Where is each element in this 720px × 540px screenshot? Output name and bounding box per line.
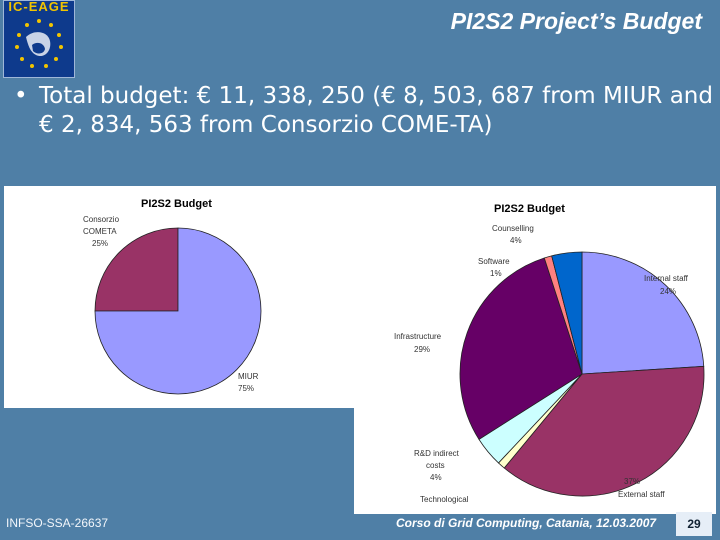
- footer-project-code: INFSO-SSA-26637: [6, 516, 109, 530]
- chart-panel-left: PI2S2 Budget Consorzio COMETA 25% MIUR 7…: [4, 186, 354, 408]
- pie-right-slices: [459, 251, 705, 497]
- pie-slice-infrastructure: [459, 257, 583, 440]
- slice-value-rd: 4%: [430, 473, 442, 482]
- eu-flag-logo-icon: [15, 19, 63, 68]
- slice-label-technological: Technological: [420, 495, 469, 504]
- slice-label-infrastructure: Infrastructure: [394, 332, 442, 341]
- bullet-item: • Total budget: € 11, 338, 250 (€ 8, 503…: [14, 82, 714, 140]
- pie-slice-external-staff: [503, 365, 705, 497]
- footer-course-info: Corso di Grid Computing, Catania, 12.03.…: [396, 516, 657, 530]
- pie-slice-miur: [94, 227, 262, 395]
- pie-slice-internal-staff: [581, 251, 705, 375]
- slice-label-cometa-line2: COMETA: [83, 227, 117, 236]
- chart-panel-right: PI2S2 Budget Counselling 4% Software 1% …: [354, 186, 716, 514]
- logo-text: IC-EAGE: [8, 0, 70, 14]
- bullet-text: Total budget: € 11, 338, 250 (€ 8, 503, …: [39, 83, 713, 138]
- slice-value-counselling: 4%: [510, 236, 522, 245]
- slice-label-software: Software: [478, 257, 510, 266]
- slice-value-infrastructure: 29%: [414, 345, 430, 354]
- slice-label-rd-line1: R&D indirect: [414, 449, 460, 458]
- icea-logo: IC-EAGE: [3, 0, 75, 78]
- pie-left-slices: [94, 227, 262, 395]
- pie-chart-right: PI2S2 Budget Counselling 4% Software 1% …: [394, 203, 705, 504]
- chart-title-left: PI2S2 Budget: [141, 198, 212, 210]
- page-number: 29: [676, 512, 712, 536]
- slice-label-external-staff: External staff: [618, 490, 665, 499]
- slice-value-miur: 75%: [238, 384, 254, 393]
- slice-label-cometa-line1: Consorzio: [83, 215, 120, 224]
- slice-value-internal-staff: 24%: [660, 287, 676, 296]
- slice-value-external-staff: 37%: [624, 477, 640, 486]
- slice-value-software: 1%: [490, 269, 502, 278]
- pie-chart-left: PI2S2 Budget Consorzio COMETA 25% MIUR 7…: [83, 198, 262, 395]
- slice-label-internal-staff: Internal staff: [644, 274, 689, 283]
- bullet-dot-icon: •: [14, 83, 28, 109]
- slice-label-miur: MIUR: [238, 372, 259, 381]
- slide-title: PI2S2 Project’s Budget: [450, 8, 702, 34]
- pie-slice-counselling: [551, 251, 583, 375]
- chart-title-right: PI2S2 Budget: [494, 203, 565, 215]
- slice-label-rd-line2: costs: [426, 461, 445, 470]
- pie-slice-consorzio-cometa: [94, 227, 179, 312]
- slice-label-counselling: Counselling: [492, 224, 534, 233]
- slice-value-cometa: 25%: [92, 239, 108, 248]
